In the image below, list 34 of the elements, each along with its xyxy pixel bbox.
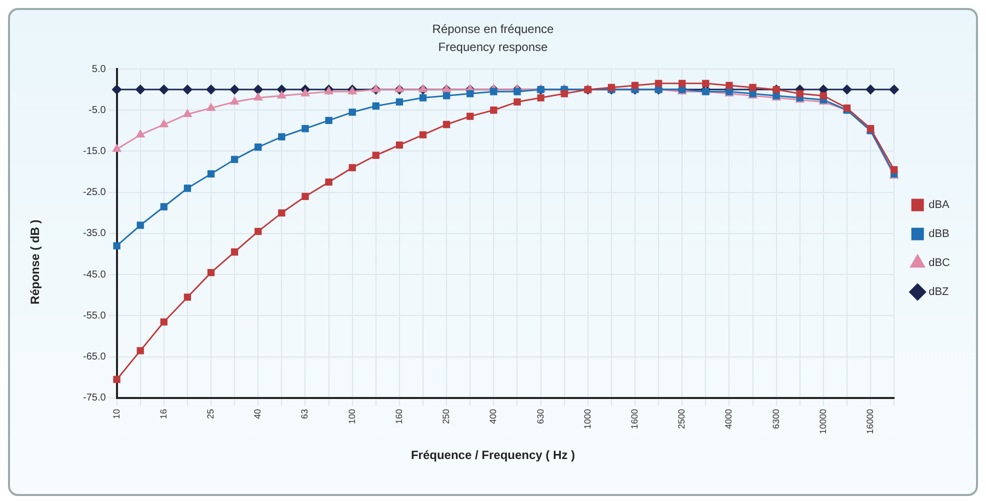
chart-subtitle: Frequency response: [437, 40, 549, 54]
y-axis-title: Réponse ( dB ): [28, 218, 42, 306]
legend-label: dBA: [928, 199, 950, 212]
y-tick-label: -55.0: [82, 310, 106, 322]
y-tick-label: -45.0: [82, 269, 106, 280]
x-tick-label: 250: [441, 408, 452, 424]
x-tick-label: 1600: [629, 408, 640, 430]
x-tick-label: 2500: [676, 408, 687, 430]
x-axis-title: Fréquence / Frequency ( Hz ): [410, 448, 576, 462]
x-tick-label: 25: [205, 408, 216, 419]
y-tick-label: -25.0: [82, 187, 106, 198]
x-tick-label: 40: [252, 408, 263, 419]
y-tick-label: -15.0: [82, 146, 106, 157]
y-tick-label: 5.0: [92, 64, 106, 75]
x-tick-label: 4000: [724, 408, 734, 430]
x-tick-label: 10: [111, 408, 122, 419]
legend-label: dBC: [928, 257, 950, 270]
y-tick-label: -35.0: [82, 228, 106, 240]
y-tick-label: -5.0: [88, 104, 106, 116]
x-tick-label: 630: [535, 408, 546, 424]
x-tick-label: 6300: [770, 408, 781, 430]
x-tick-label: 160: [394, 408, 404, 424]
legend-label: dBZ: [928, 286, 950, 298]
x-tick-label: 16: [158, 408, 168, 419]
x-tick-label: 63: [300, 408, 310, 419]
legend-label: dBB: [928, 228, 950, 240]
x-tick-label: 16000: [865, 408, 876, 434]
x-tick-label: 100: [346, 408, 357, 424]
x-tick-label: 400: [488, 408, 498, 424]
y-tick-label: -75.0: [82, 392, 106, 404]
y-tick-label: -65.0: [82, 352, 106, 363]
chart-title: Réponse en fréquence: [431, 22, 555, 36]
x-tick-label: 1000: [582, 408, 592, 430]
x-tick-label: 10000: [818, 408, 828, 434]
